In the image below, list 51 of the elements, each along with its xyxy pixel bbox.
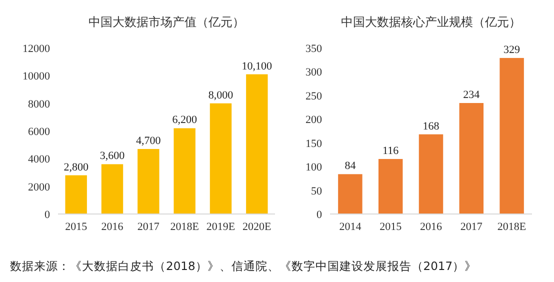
bar — [418, 134, 444, 214]
y-tick-label: 50 — [311, 185, 322, 198]
y-tick-label: 12000 — [22, 43, 50, 55]
bar — [138, 148, 160, 214]
y-tick-label: 2000 — [28, 181, 50, 194]
chart-title: 中国大数据市场产值（亿元） — [88, 15, 244, 29]
y-tick-label: 150 — [306, 138, 322, 150]
chart-title: 中国大数据核心产业规模（亿元） — [341, 15, 521, 29]
y-tick-label: 250 — [306, 90, 322, 102]
data-label: 329 — [504, 44, 521, 56]
bar — [378, 158, 403, 214]
source-note: 数据来源：《大数据白皮书（2018）》、信通院、《数字中国建设发展报告（2017）》 — [10, 259, 477, 273]
x-tick-label: 2016 — [101, 221, 124, 233]
y-tick-label: 200 — [306, 114, 322, 126]
data-label: 4,700 — [136, 134, 162, 147]
bar — [246, 74, 268, 214]
x-tick-label: 2019E — [206, 221, 236, 233]
data-label: 6,200 — [172, 114, 198, 126]
y-tick-label: 350 — [306, 43, 322, 55]
x-tick-label: 2016 — [420, 221, 442, 233]
data-label: 168 — [422, 120, 440, 132]
bar — [174, 128, 196, 214]
data-label: 10,100 — [242, 60, 273, 72]
y-tick-label: 100 — [306, 162, 322, 174]
bar — [210, 103, 232, 214]
y-tick-label: 6000 — [28, 126, 50, 138]
y-tick-label: 10000 — [22, 70, 50, 83]
x-tick-label: 2017 — [137, 221, 160, 233]
y-tick-label: 300 — [306, 66, 322, 79]
bar — [101, 164, 124, 214]
data-label: 116 — [382, 144, 400, 157]
x-tick-label: 2018E — [170, 221, 200, 233]
x-tick-label: 2017 — [460, 221, 483, 233]
x-tick-label: 2018E — [497, 221, 526, 233]
x-tick-label: 2015 — [380, 221, 402, 233]
x-tick-label: 2015 — [65, 221, 88, 233]
data-label: 84 — [344, 160, 356, 172]
data-label: 8,000 — [208, 89, 234, 102]
data-label: 2,800 — [64, 161, 89, 174]
x-tick-label: 2020E — [242, 221, 272, 233]
bar — [65, 175, 87, 214]
y-tick-label: 0 — [316, 209, 322, 221]
y-tick-label: 4000 — [28, 154, 50, 166]
bar — [500, 58, 524, 214]
x-tick-label: 2014 — [339, 221, 362, 233]
bar — [459, 103, 484, 214]
y-tick-label: 8000 — [28, 98, 50, 110]
data-label: 234 — [463, 89, 480, 102]
data-label: 3,600 — [100, 150, 126, 162]
y-tick-label: 0 — [44, 209, 50, 221]
bar — [338, 174, 362, 214]
